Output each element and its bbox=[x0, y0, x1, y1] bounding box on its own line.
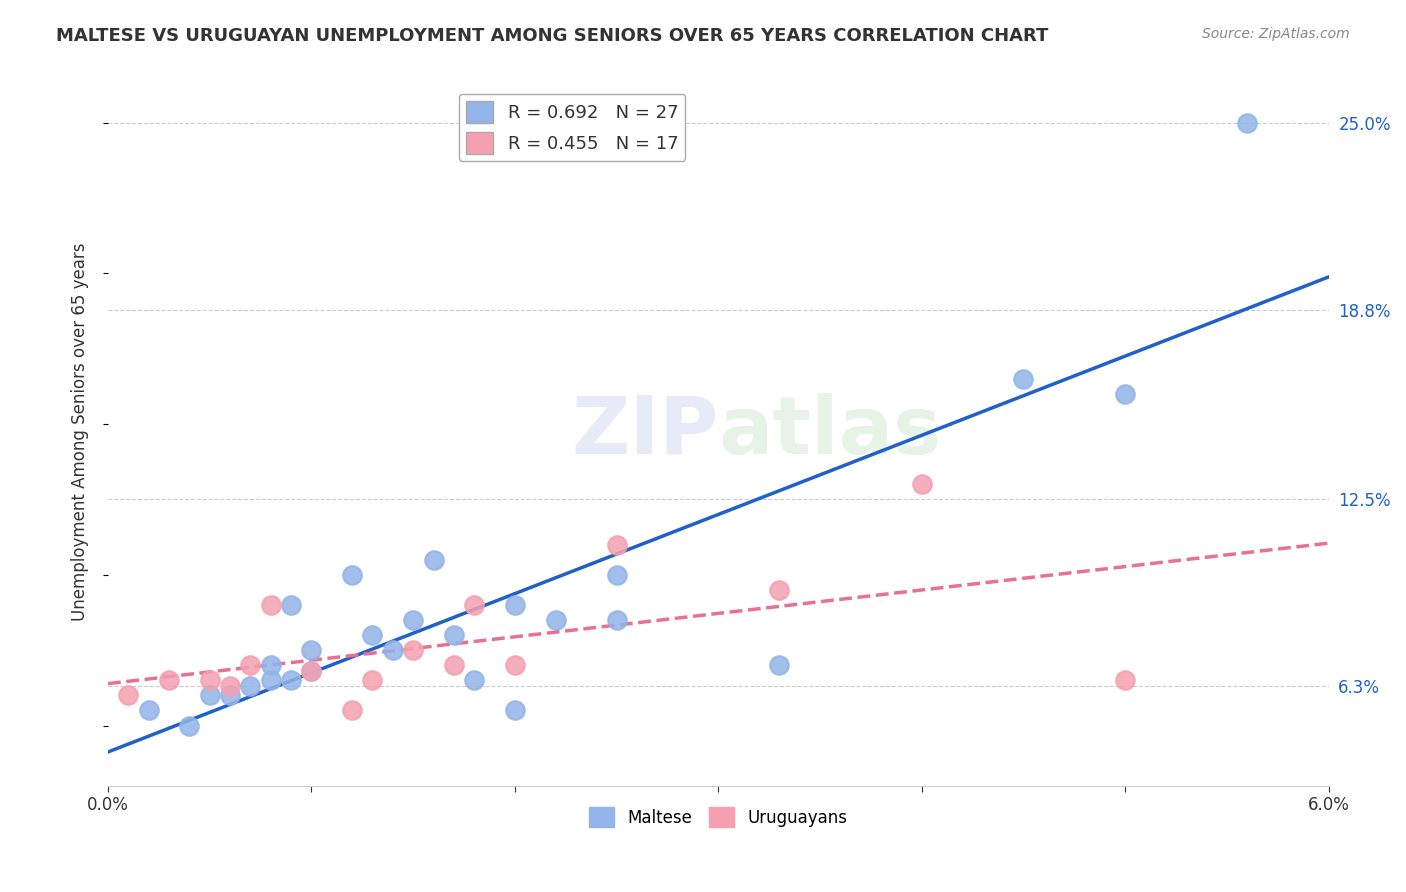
Point bbox=[260, 598, 283, 612]
Point bbox=[443, 658, 465, 673]
Point bbox=[503, 598, 526, 612]
Point bbox=[544, 613, 567, 627]
Point bbox=[443, 628, 465, 642]
Text: MALTESE VS URUGUAYAN UNEMPLOYMENT AMONG SENIORS OVER 65 YEARS CORRELATION CHART: MALTESE VS URUGUAYAN UNEMPLOYMENT AMONG … bbox=[56, 27, 1049, 45]
Point bbox=[340, 703, 363, 717]
Point bbox=[768, 658, 790, 673]
Point bbox=[260, 673, 283, 688]
Point bbox=[463, 598, 485, 612]
Point bbox=[1012, 372, 1035, 386]
Point bbox=[219, 679, 242, 693]
Point bbox=[301, 665, 323, 679]
Point bbox=[198, 689, 221, 703]
Legend: Maltese, Uruguayans: Maltese, Uruguayans bbox=[582, 800, 853, 834]
Point bbox=[157, 673, 180, 688]
Point bbox=[422, 552, 444, 566]
Point bbox=[280, 673, 302, 688]
Y-axis label: Unemployment Among Seniors over 65 years: Unemployment Among Seniors over 65 years bbox=[72, 243, 89, 621]
Point bbox=[340, 567, 363, 582]
Point bbox=[239, 679, 262, 693]
Point bbox=[239, 658, 262, 673]
Point bbox=[361, 628, 384, 642]
Point bbox=[260, 658, 283, 673]
Point bbox=[138, 703, 160, 717]
Point bbox=[503, 658, 526, 673]
Point bbox=[463, 673, 485, 688]
Point bbox=[1114, 387, 1136, 401]
Text: Source: ZipAtlas.com: Source: ZipAtlas.com bbox=[1202, 27, 1350, 41]
Point bbox=[606, 613, 628, 627]
Point bbox=[280, 598, 302, 612]
Point bbox=[503, 703, 526, 717]
Point bbox=[606, 567, 628, 582]
Point bbox=[1114, 673, 1136, 688]
Point bbox=[301, 643, 323, 657]
Text: atlas: atlas bbox=[718, 392, 942, 471]
Point bbox=[402, 643, 425, 657]
Text: ZIP: ZIP bbox=[571, 392, 718, 471]
Point bbox=[911, 477, 934, 491]
Point bbox=[768, 582, 790, 597]
Point bbox=[301, 665, 323, 679]
Point bbox=[402, 613, 425, 627]
Point bbox=[361, 673, 384, 688]
Point bbox=[179, 718, 201, 732]
Point bbox=[219, 689, 242, 703]
Point bbox=[1236, 116, 1258, 130]
Point bbox=[198, 673, 221, 688]
Point bbox=[606, 538, 628, 552]
Point bbox=[117, 689, 139, 703]
Point bbox=[381, 643, 404, 657]
